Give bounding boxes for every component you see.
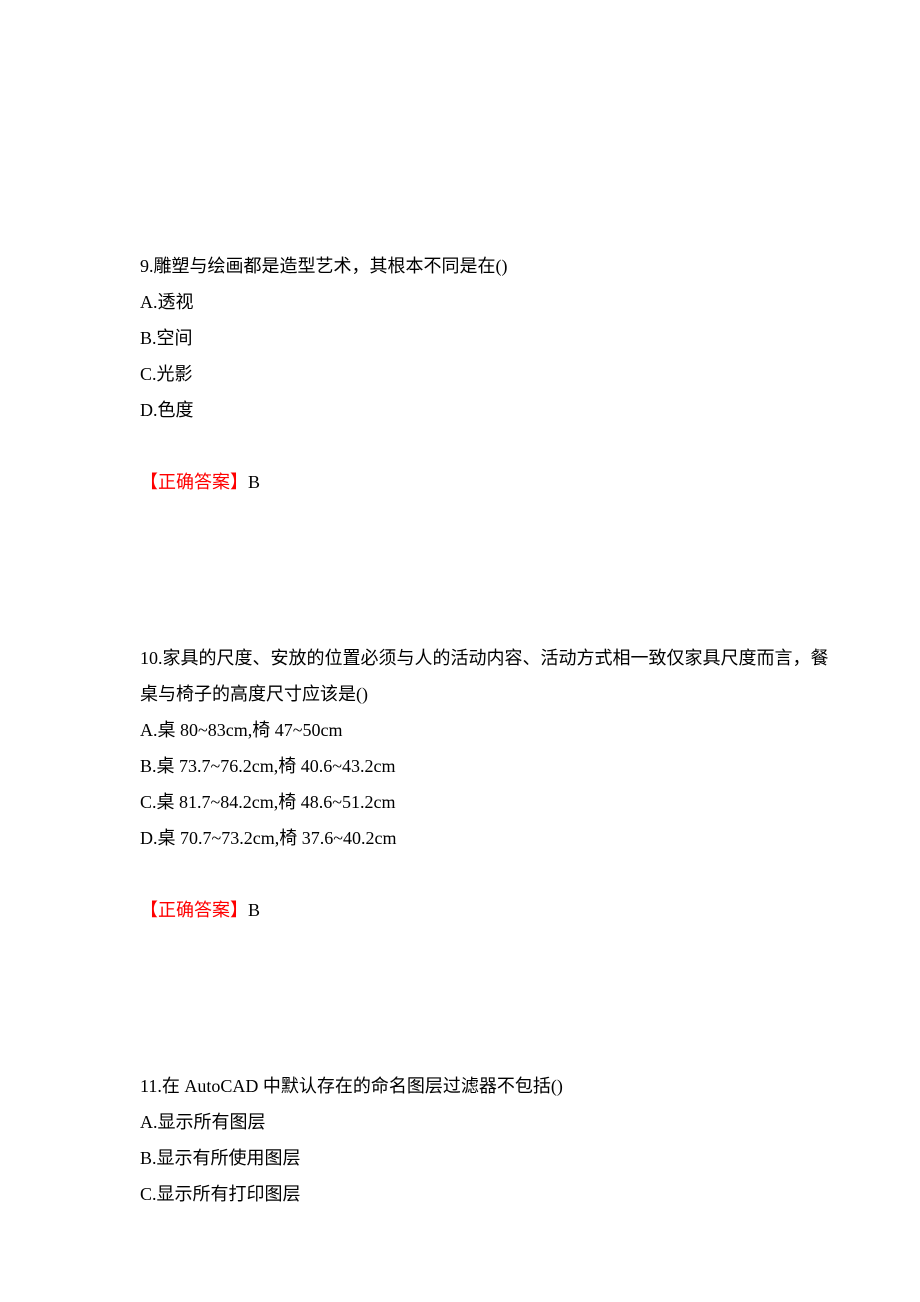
question-body: 家具的尺度、安放的位置必须与人的活动内容、活动方式相一致仅家具尺度而言，餐桌与椅… (140, 648, 829, 704)
question-9: 9.雕塑与绘画都是造型艺术，其根本不同是在() A.透视 B.空间 C.光影 D… (140, 248, 835, 500)
question-body: 雕塑与绘画都是造型艺术，其根本不同是在() (154, 256, 508, 276)
answer-line: 【正确答案】B (140, 892, 835, 928)
question-body: 在 AutoCAD 中默认存在的命名图层过滤器不包括() (162, 1076, 563, 1096)
option-b: B.空间 (140, 320, 835, 356)
option-a: A.透视 (140, 284, 835, 320)
answer-label: 【正确答案】 (140, 900, 248, 920)
question-number: 10. (140, 648, 163, 668)
answer-value: B (248, 900, 260, 920)
question-number: 11. (140, 1076, 162, 1096)
option-c: C.显示所有打印图层 (140, 1176, 835, 1212)
option-c: C.桌 81.7~84.2cm,椅 48.6~51.2cm (140, 784, 835, 820)
option-d: D.色度 (140, 392, 835, 428)
question-10: 10.家具的尺度、安放的位置必须与人的活动内容、活动方式相一致仅家具尺度而言，餐… (140, 640, 835, 928)
option-d: D.桌 70.7~73.2cm,椅 37.6~40.2cm (140, 820, 835, 856)
answer-line: 【正确答案】B (140, 464, 835, 500)
option-a: A.桌 80~83cm,椅 47~50cm (140, 712, 835, 748)
question-text: 11.在 AutoCAD 中默认存在的命名图层过滤器不包括() (140, 1068, 835, 1104)
option-b: B.桌 73.7~76.2cm,椅 40.6~43.2cm (140, 748, 835, 784)
option-a: A.显示所有图层 (140, 1104, 835, 1140)
question-11: 11.在 AutoCAD 中默认存在的命名图层过滤器不包括() A.显示所有图层… (140, 1068, 835, 1212)
option-c: C.光影 (140, 356, 835, 392)
answer-value: B (248, 472, 260, 492)
question-number: 9. (140, 256, 154, 276)
question-text: 10.家具的尺度、安放的位置必须与人的活动内容、活动方式相一致仅家具尺度而言，餐… (140, 640, 835, 712)
option-b: B.显示有所使用图层 (140, 1140, 835, 1176)
answer-label: 【正确答案】 (140, 472, 248, 492)
question-text: 9.雕塑与绘画都是造型艺术，其根本不同是在() (140, 248, 835, 284)
